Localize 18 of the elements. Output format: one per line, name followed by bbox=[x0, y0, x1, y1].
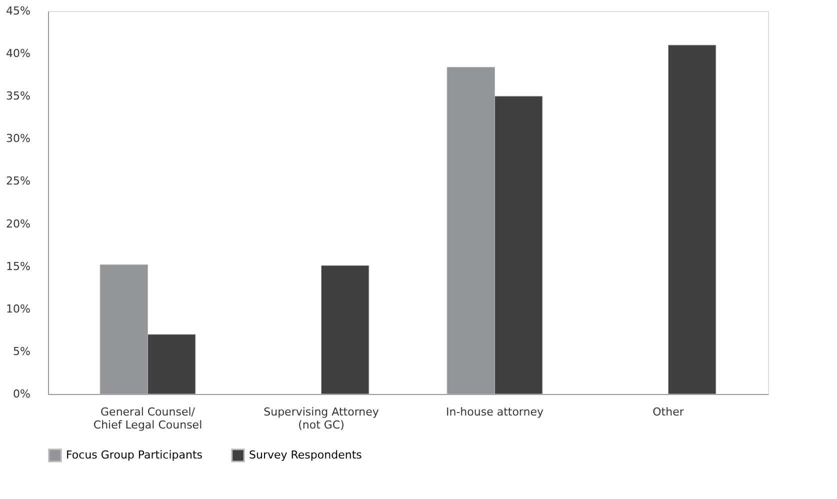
bar bbox=[321, 265, 370, 394]
x-tick-label: Other bbox=[652, 406, 684, 418]
y-tick-label: 5% bbox=[13, 344, 30, 358]
y-tick-label: 25% bbox=[6, 174, 30, 188]
y-tick-label: 15% bbox=[6, 260, 30, 273]
legend-label: Survey Respondents bbox=[249, 448, 362, 462]
y-tick-label: 20% bbox=[6, 217, 30, 230]
y-tick-label: 10% bbox=[6, 302, 30, 316]
y-tick-label: 35% bbox=[6, 90, 30, 103]
x-tick-label: General Counsel/ Chief Legal Counsel bbox=[93, 406, 202, 432]
bar bbox=[668, 44, 716, 394]
x-tick-label: In-house attorney bbox=[446, 406, 544, 418]
y-tick-label: 40% bbox=[6, 47, 30, 60]
y-tick-label: 0% bbox=[13, 388, 30, 400]
y-tick-label: 30% bbox=[6, 132, 30, 146]
legend-label: Focus Group Participants bbox=[66, 448, 203, 462]
y-tick-label: 45% bbox=[6, 4, 30, 18]
x-tick-label: Supervising Attorney (not GC) bbox=[264, 406, 380, 432]
